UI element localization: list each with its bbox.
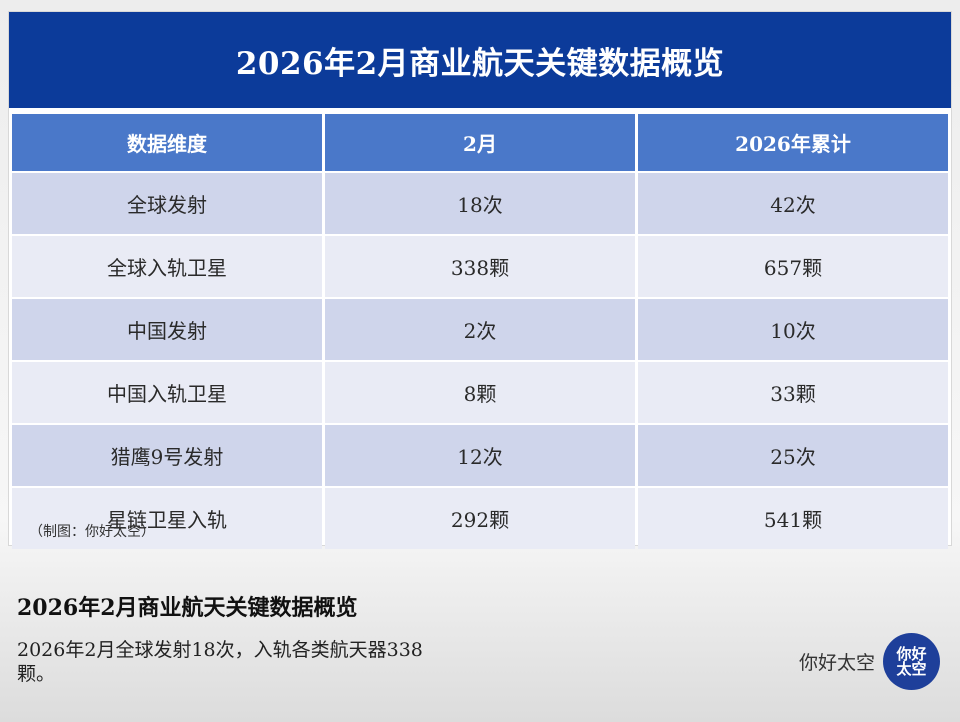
table-cell: 全球入轨卫星 [12, 236, 322, 297]
table-cell: 12次 [325, 425, 635, 486]
brand-logo-icon: 你好太空 [883, 633, 940, 690]
table-header-row: 数据维度 2月 2026年累计 [12, 114, 948, 171]
table-row: 中国发射 2次 10次 [12, 299, 948, 360]
banner-title: 2026年2月商业航天关键数据概览 [235, 45, 725, 82]
table-row: 中国入轨卫星 8颗 33颗 [12, 362, 948, 423]
table-cell: 33颗 [638, 362, 948, 423]
table-cell: 541颗 [638, 488, 948, 549]
table-cell: 292颗 [325, 488, 635, 549]
table-cell: 星链卫星入轨 [12, 488, 322, 549]
table-cell: 338颗 [325, 236, 635, 297]
table-cell: 657颗 [638, 236, 948, 297]
table-cell: 10次 [638, 299, 948, 360]
chart-credit: （制图：你好太空） [29, 524, 155, 540]
table-cell: 中国入轨卫星 [12, 362, 322, 423]
data-table: 数据维度 2月 2026年累计 全球发射 18次 42次 全球入轨卫星 338颗… [12, 114, 948, 549]
table-cell: 猎鹰9号发射 [12, 425, 322, 486]
caption-body: 2026年2月全球发射18次，入轨各类航天器338颗。 [17, 639, 423, 685]
brand-logo-text: 你好太空 [896, 644, 927, 678]
table-row: 全球发射 18次 42次 [12, 173, 948, 234]
table-cell: 中国发射 [12, 299, 322, 360]
table-header-cell: 2026年累计 [638, 114, 948, 171]
table-cell: 25次 [638, 425, 948, 486]
table-cell: 18次 [325, 173, 635, 234]
table-cell: 8颗 [325, 362, 635, 423]
table-row: 猎鹰9号发射 12次 25次 [12, 425, 948, 486]
banner: 2026年2月商业航天关键数据概览 [9, 12, 951, 108]
table-cell: 全球发射 [12, 173, 322, 234]
table-row: 全球入轨卫星 338颗 657颗 [12, 236, 948, 297]
table-cell: 2次 [325, 299, 635, 360]
brand: 你好太空 你好太空 [799, 633, 940, 690]
caption-title: 2026年2月商业航天关键数据概览 [17, 595, 358, 621]
table-row: 星链卫星入轨 292颗 541颗 [12, 488, 948, 549]
brand-name: 你好太空 [798, 652, 875, 674]
table-header-cell: 数据维度 [12, 114, 322, 171]
table-cell: 42次 [638, 173, 948, 234]
table-header-cell: 2月 [325, 114, 635, 171]
data-card: 2026年2月商业航天关键数据概览 数据维度 2月 2026年累计 全球发射 1… [9, 12, 951, 549]
